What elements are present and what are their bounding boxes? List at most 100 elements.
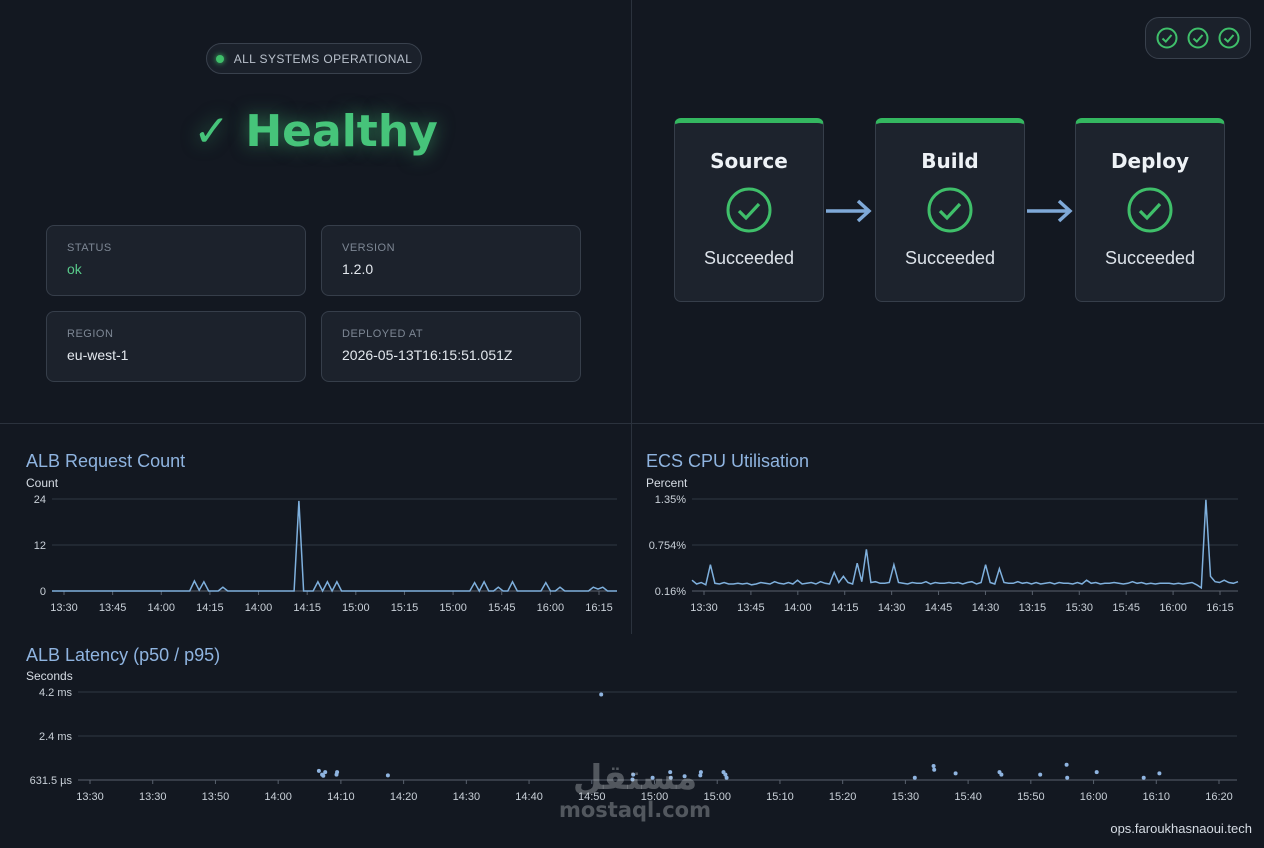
stage-source-status: Succeeded bbox=[703, 248, 795, 268]
alb-requests-x-tick: 16:00 bbox=[537, 602, 565, 614]
alb-latency-point bbox=[1094, 770, 1099, 775]
alb-latency-x-tick: 15:50 bbox=[1017, 791, 1045, 803]
region-card: REGION eu-west-1 bbox=[46, 311, 306, 382]
ecs-cpu-x-tick: 14:30 bbox=[972, 602, 1000, 614]
alb-latency-point bbox=[385, 773, 390, 778]
alb-requests-x-tick: 14:00 bbox=[148, 602, 176, 614]
alb-requests-x-tick: 15:45 bbox=[488, 602, 516, 614]
alb-latency-point bbox=[316, 768, 321, 773]
alb-latency-point bbox=[999, 772, 1004, 777]
alb-requests-x-tick: 15:00 bbox=[439, 602, 467, 614]
ecs-cpu-x-tick: 16:00 bbox=[1159, 602, 1187, 614]
ecs-cpu-x-tick: 14:15 bbox=[831, 602, 859, 614]
stage-deploy-status: Succeeded bbox=[1104, 248, 1196, 268]
alb-requests-y-tick: 12 bbox=[34, 540, 46, 552]
alb-latency-point bbox=[599, 692, 604, 697]
ecs-cpu-x-tick: 14:30 bbox=[878, 602, 906, 614]
alb-latency-title: ALB Latency (p50 / p95) bbox=[26, 645, 221, 665]
alb-latency-point bbox=[631, 772, 636, 777]
alb-latency-point bbox=[668, 775, 673, 780]
alb-latency-y-tick: 631.5 µs bbox=[30, 775, 73, 787]
stage-deploy-name: Deploy bbox=[1110, 149, 1190, 173]
stage-deploy[interactable]: Deploy Succeeded bbox=[1075, 118, 1225, 302]
alb-latency-x-tick: 14:40 bbox=[515, 791, 543, 803]
alb-latency-point bbox=[630, 777, 635, 782]
ecs-cpu-x-tick: 14:00 bbox=[784, 602, 812, 614]
alb-latency-point bbox=[931, 764, 936, 768]
vertical-divider bbox=[631, 0, 632, 634]
alb-latency-point bbox=[723, 772, 728, 777]
footer-host: ops.faroukhasnaoui.tech bbox=[1110, 821, 1252, 836]
alb-latency-x-tick: 14:50 bbox=[578, 791, 606, 803]
alb-latency-x-tick: 16:10 bbox=[1143, 791, 1171, 803]
alb-latency-x-tick: 13:30 bbox=[76, 791, 104, 803]
alb-latency-point bbox=[1064, 762, 1069, 767]
alb-latency-point bbox=[1038, 772, 1043, 777]
alb-latency-point bbox=[912, 775, 917, 780]
ecs-cpu-x-tick: 16:15 bbox=[1206, 602, 1234, 614]
alb-requests-y-tick: 0 bbox=[40, 586, 46, 598]
alb-requests-x-tick: 15:00 bbox=[342, 602, 370, 614]
arrow-right-icon bbox=[1027, 199, 1073, 223]
alb-latency-point bbox=[650, 775, 655, 780]
alb-latency-x-tick: 13:30 bbox=[139, 791, 167, 803]
alb-requests-title: ALB Request Count bbox=[26, 451, 186, 471]
alb-latency-point bbox=[953, 771, 958, 776]
stage-source[interactable]: Source Succeeded bbox=[674, 118, 824, 302]
pipeline-checks bbox=[1145, 17, 1251, 59]
alb-latency-x-tick: 15:10 bbox=[766, 791, 794, 803]
check-circle-icon bbox=[1187, 27, 1209, 49]
alb-latency-x-tick: 15:20 bbox=[829, 791, 857, 803]
alb-requests-x-tick: 13:30 bbox=[50, 602, 78, 614]
stage-build[interactable]: Build Succeeded bbox=[875, 118, 1025, 302]
alb-requests-x-tick: 14:15 bbox=[196, 602, 224, 614]
region-card-value: eu-west-1 bbox=[67, 347, 129, 363]
alb-latency-x-tick: 13:50 bbox=[202, 791, 230, 803]
alb-latency-x-tick: 14:10 bbox=[327, 791, 355, 803]
alb-requests-x-tick: 16:15 bbox=[585, 602, 613, 614]
ecs-cpu-y-tick: 1.35% bbox=[655, 494, 686, 506]
alb-latency-y-tick: 4.2 ms bbox=[39, 687, 73, 699]
alb-latency-point bbox=[698, 770, 703, 775]
alb-latency-x-tick: 14:00 bbox=[264, 791, 292, 803]
alb-latency-x-tick: 16:20 bbox=[1205, 791, 1233, 803]
deployed-at-card: DEPLOYED AT 2026-05-13T16:15:51.051Z bbox=[321, 311, 581, 382]
status-dot-icon bbox=[215, 54, 224, 63]
alb-latency-point bbox=[335, 770, 340, 775]
status-banner-text: ALL SYSTEMS OPERATIONAL bbox=[233, 51, 413, 66]
watermark-latin: mostaql.com bbox=[559, 798, 711, 822]
version-card: VERSION 1.2.0 bbox=[321, 225, 581, 296]
alb-latency-point bbox=[1141, 775, 1146, 780]
health-headline: ✓ Healthy bbox=[193, 106, 438, 157]
alb-latency-point bbox=[321, 773, 326, 778]
status-card-value: ok bbox=[67, 261, 82, 277]
alb-latency-point bbox=[668, 770, 673, 775]
ecs-cpu-x-tick: 15:30 bbox=[1066, 602, 1094, 614]
check-circle-icon bbox=[1218, 27, 1240, 49]
deployed-at-card-value: 2026-05-13T16:15:51.051Z bbox=[342, 347, 513, 363]
ecs-cpu-unit: Percent bbox=[646, 476, 688, 490]
success-check-icon bbox=[927, 187, 973, 233]
alb-latency-x-tick: 14:30 bbox=[453, 791, 481, 803]
ecs-cpu-title: ECS CPU Utilisation bbox=[646, 451, 810, 471]
ecs-cpu-x-tick: 15:45 bbox=[1112, 602, 1140, 614]
success-check-icon bbox=[726, 187, 772, 233]
alb-requests-x-tick: 14:00 bbox=[245, 602, 273, 614]
version-card-value: 1.2.0 bbox=[342, 261, 374, 277]
alb-latency-x-tick: 15:40 bbox=[954, 791, 982, 803]
status-card: STATUS ok bbox=[46, 225, 306, 296]
alb-requests-chart: 24 12 0 13:30 13:45 14:00 14:15 14:00 14:15 15:00… bbox=[34, 494, 617, 614]
stage-build-status: Succeeded bbox=[904, 248, 996, 268]
alb-latency-x-tick: 16:00 bbox=[1080, 791, 1108, 803]
alb-requests-series-line bbox=[52, 500, 617, 593]
ecs-cpu-x-tick: 13:30 bbox=[690, 602, 718, 614]
stage-build-name: Build bbox=[921, 149, 979, 173]
alb-requests-x-tick: 15:15 bbox=[391, 602, 419, 614]
alb-latency-point bbox=[1065, 775, 1070, 780]
ecs-cpu-chart: 1.35% 0.754% 0.16% 13:30 13:45 14:00 14:15 14:3… bbox=[649, 494, 1239, 614]
watermark-arabic: مستقل bbox=[572, 758, 698, 798]
alb-latency-y-tick: 2.4 ms bbox=[39, 731, 73, 743]
alb-latency-x-tick: 15:00 bbox=[641, 791, 669, 803]
ecs-cpu-x-tick: 13:15 bbox=[1019, 602, 1047, 614]
